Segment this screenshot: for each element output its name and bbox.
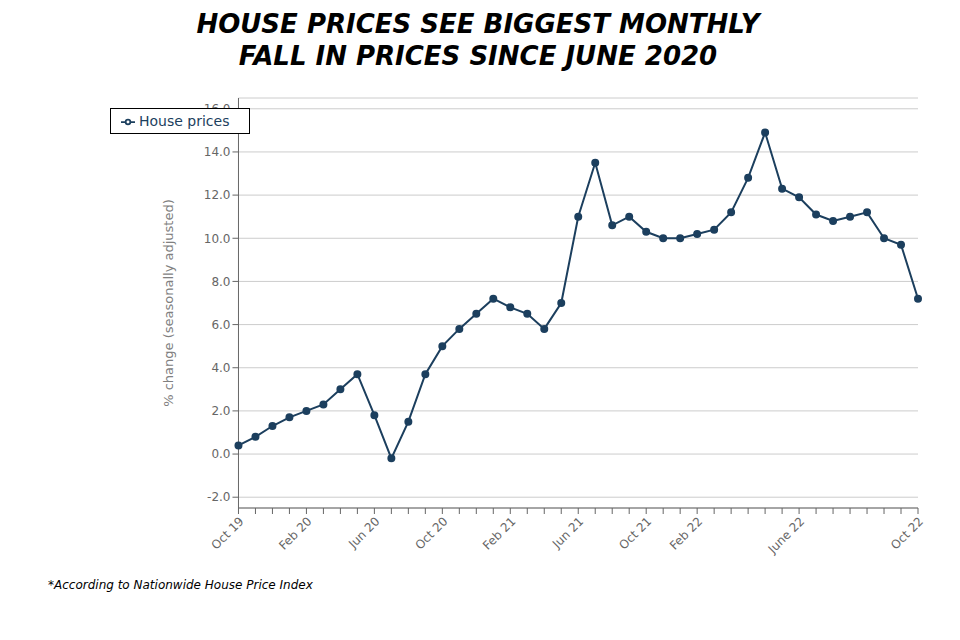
svg-text:6.0: 6.0	[211, 318, 230, 332]
svg-text:12.0: 12.0	[204, 188, 231, 202]
svg-text:8.0: 8.0	[211, 275, 230, 289]
svg-text:June 22: June 22	[765, 514, 808, 557]
svg-text:Jun 21: Jun 21	[549, 514, 586, 551]
html-text:*According to Nationwide House: *According to Nationwide House Price Ind…	[48, 578, 313, 592]
svg-text:Oct 19: Oct 19	[209, 514, 247, 552]
svg-text:Oct 21: Oct 21	[616, 514, 654, 552]
svg-text:4.0: 4.0	[211, 361, 230, 375]
svg-text:% change (seasonally adjusted): % change (seasonally adjusted)	[161, 199, 176, 407]
html-text:FALL IN PRICES SINCE JUNE 2020: FALL IN PRICES SINCE JUNE 2020	[238, 41, 718, 71]
svg-text:-2.0: -2.0	[207, 490, 230, 504]
svg-text:10.0: 10.0	[204, 232, 231, 246]
svg-text:0.0: 0.0	[211, 447, 230, 461]
svg-text:Oct 22: Oct 22	[888, 514, 926, 552]
svg-text:Feb 22: Feb 22	[667, 514, 705, 552]
html-text:House prices: House prices	[139, 113, 230, 129]
svg-text:2.0: 2.0	[211, 404, 230, 418]
svg-text:Jun 20: Jun 20	[345, 514, 382, 551]
svg-text:Feb 20: Feb 20	[276, 514, 314, 552]
svg-text:16.0: 16.0	[204, 102, 231, 116]
svg-text:Oct 20: Oct 20	[412, 514, 450, 552]
html-text:HOUSE PRICES SEE BIGGEST MONTH: HOUSE PRICES SEE BIGGEST MONTHLY	[196, 9, 760, 39]
svg-text:Feb 21: Feb 21	[480, 514, 518, 552]
svg-text:14.0: 14.0	[204, 145, 231, 159]
